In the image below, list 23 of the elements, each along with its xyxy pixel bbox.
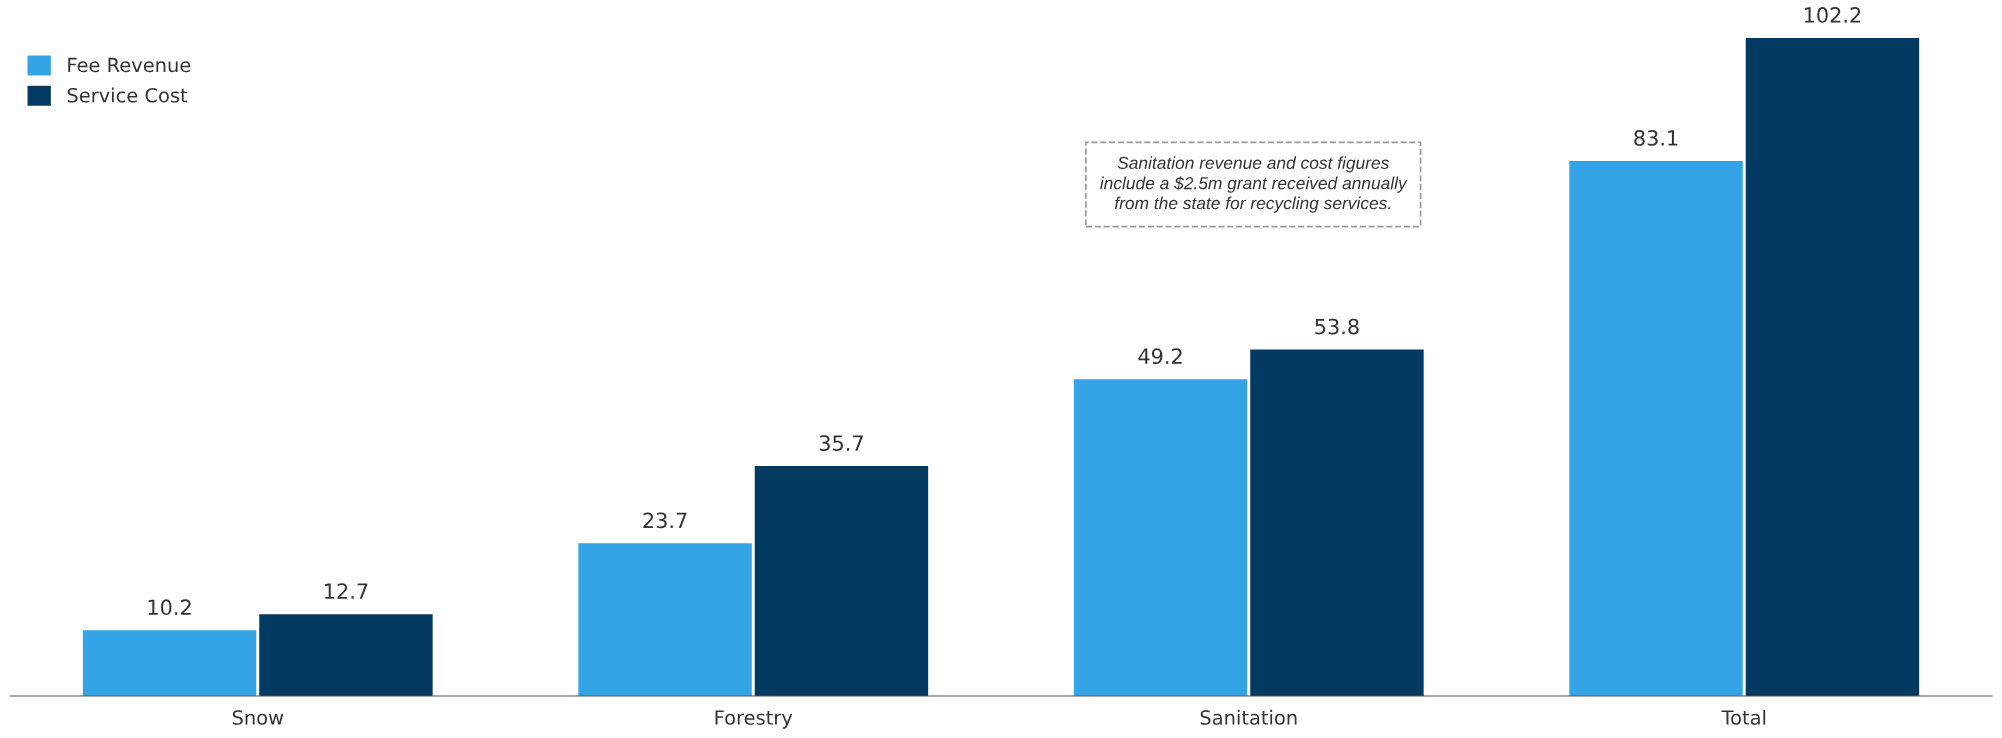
data-label: 10.2 — [148, 599, 191, 616]
bar — [754, 466, 929, 696]
bar — [1569, 160, 1743, 696]
x-tick-label: Snow — [232, 710, 284, 725]
data-label: 53.8 — [1315, 318, 1359, 335]
legend-label: Service Cost — [67, 87, 188, 103]
bar — [1250, 349, 1424, 696]
x-tick-label: Forestry — [715, 710, 793, 729]
bar — [82, 630, 257, 696]
bar — [1073, 379, 1248, 696]
x-tick-label: Sanitation — [1200, 709, 1297, 725]
data-label: 83.1 — [1634, 130, 1678, 146]
x-tick-label: Total — [1721, 709, 1766, 725]
data-label: 12.7 — [325, 583, 368, 599]
bar — [1745, 38, 1920, 696]
data-label: 102.2 — [1804, 7, 1861, 23]
bar — [259, 614, 433, 696]
annotation: Sanitation revenue and cost figures include a $2.5m grant received annually from the state for recycling services. — [1100, 156, 1408, 213]
data-label: 23.7 — [643, 512, 687, 529]
bar — [578, 543, 752, 696]
data-label: 35.7 — [819, 435, 863, 451]
data-label: 49.2 — [1138, 348, 1182, 365]
legend-label: Fee Revenue — [68, 57, 191, 73]
